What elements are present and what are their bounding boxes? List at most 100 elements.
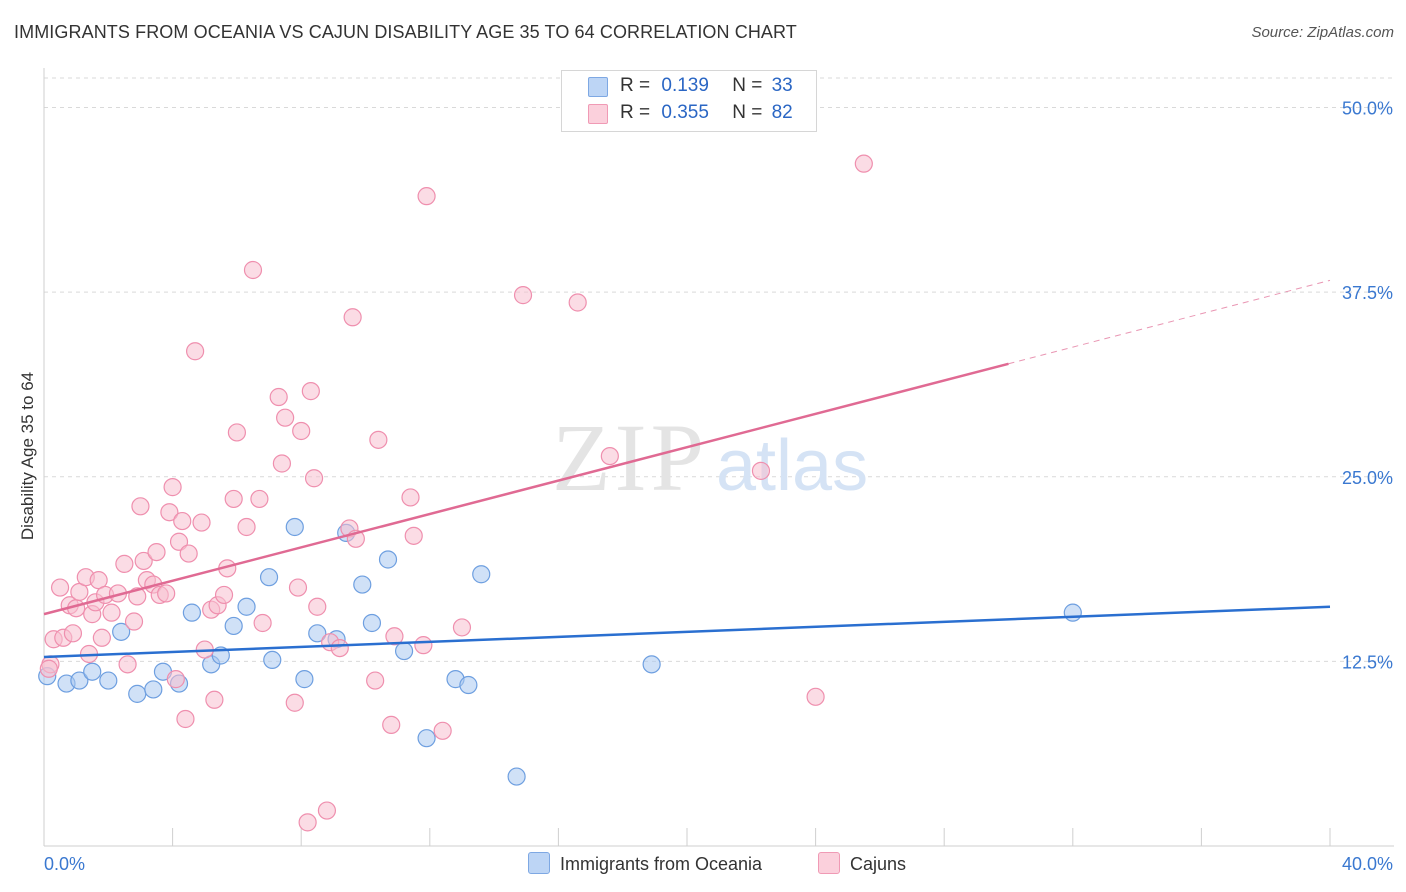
legend-swatch-blue [528, 852, 550, 874]
data-point-oceania [378, 550, 398, 569]
watermark-zip: ZIP [552, 404, 708, 511]
data-point-cajuns [854, 154, 873, 173]
data-point-cajuns [92, 628, 111, 647]
data-point-cajuns [115, 554, 134, 574]
data-point-oceania [182, 603, 201, 622]
data-point-cajuns [568, 293, 587, 312]
data-point-cajuns [131, 497, 150, 516]
data-point-cajuns [160, 503, 179, 522]
legend-stats-cajuns: R = 0.355 N = 82 [620, 102, 793, 124]
data-point-oceania [99, 671, 118, 690]
data-point-oceania [224, 616, 243, 636]
data-point-cajuns [317, 801, 337, 820]
watermark-atlas: atlas [716, 426, 868, 506]
data-point-cajuns [385, 627, 404, 646]
r-value-cajuns: 0.355 [661, 102, 709, 123]
n-label: N = [732, 75, 763, 96]
trend-line-oceania [43, 605, 1331, 659]
data-point-cajuns [269, 387, 288, 407]
source-label: Source: ZipAtlas.com [1251, 24, 1394, 41]
trend-layer [43, 279, 1331, 659]
data-point-cajuns [147, 542, 166, 562]
data-point-cajuns [292, 421, 311, 441]
data-point-cajuns [452, 618, 472, 637]
chart-title: IMMIGRANTS FROM OCEANIA VS CAJUN DISABIL… [14, 22, 797, 42]
data-point-oceania [308, 624, 327, 643]
data-point-cajuns [304, 469, 324, 488]
data-point-cajuns [433, 721, 452, 740]
data-point-cajuns [343, 308, 362, 327]
data-point-cajuns [308, 597, 327, 616]
data-point-cajuns [414, 636, 433, 655]
data-point-cajuns [214, 585, 234, 605]
data-point-oceania [362, 613, 382, 633]
data-point-oceania [353, 575, 372, 594]
data-point-cajuns [513, 286, 533, 305]
r-label: R = [620, 102, 651, 123]
legend-label-oceania: Immigrants from Oceania [560, 854, 763, 874]
data-point-cajuns [176, 709, 195, 729]
data-point-cajuns [50, 578, 70, 597]
grid-layer [44, 77, 1394, 662]
r-value-oceania: 0.139 [661, 75, 709, 96]
tick-label-layer: 12.5% 25.0% 37.5% 50.0% 0.0% 40.0% [44, 99, 1393, 874]
data-point-cajuns [157, 584, 176, 603]
data-point-oceania [394, 641, 414, 661]
watermark: ZIP atlas [552, 404, 868, 511]
data-point-oceania [237, 597, 256, 616]
data-point-oceania [144, 680, 163, 699]
y-tick-label: 37.5% [1342, 283, 1393, 303]
data-point-oceania [70, 671, 89, 690]
data-point-oceania [472, 565, 491, 584]
data-point-cajuns [224, 489, 243, 509]
data-point-oceania [128, 684, 147, 703]
data-point-cajuns [243, 260, 263, 280]
data-point-cajuns [382, 715, 401, 734]
data-point-cajuns [401, 488, 420, 507]
data-point-cajuns [404, 526, 423, 545]
data-point-oceania [459, 675, 478, 695]
data-point-cajuns [63, 624, 83, 643]
data-point-cajuns [102, 603, 121, 622]
data-point-oceania [259, 568, 279, 587]
data-point-oceania [642, 655, 661, 674]
trend-line-cajuns [43, 362, 1009, 616]
y-axis-label: Disability Age 35 to 64 [18, 371, 37, 541]
y-tick-label: 12.5% [1342, 652, 1393, 672]
legend-item-oceania[interactable]: Immigrants from Oceania [528, 852, 762, 875]
n-value-cajuns: 82 [771, 102, 793, 123]
data-point-cajuns [285, 693, 304, 712]
data-point-cajuns [166, 670, 185, 689]
data-point-cajuns [806, 687, 825, 706]
r-label: R = [620, 75, 651, 96]
data-point-cajuns [124, 612, 144, 631]
n-label: N = [732, 102, 763, 123]
data-point-cajuns [253, 613, 272, 633]
x-tick-label-min: 0.0% [44, 854, 85, 874]
legend-item-cajuns[interactable]: Cajuns [818, 852, 906, 875]
data-point-cajuns [250, 489, 269, 509]
y-tick-label: 50.0% [1342, 99, 1393, 119]
data-point-cajuns [369, 430, 388, 449]
data-point-cajuns [298, 813, 317, 832]
data-point-cajuns [118, 655, 137, 674]
data-point-cajuns [192, 513, 211, 532]
data-point-cajuns [366, 671, 385, 690]
data-point-cajuns [134, 551, 153, 571]
points-layer [38, 154, 1082, 832]
data-point-oceania [83, 662, 102, 681]
y-tick-label: 25.0% [1342, 468, 1393, 488]
correlation-legend: R = 0.139 N = 33 R = 0.355 N = 82 [561, 70, 817, 132]
data-point-cajuns [330, 638, 349, 658]
data-point-cajuns [751, 461, 771, 480]
data-point-cajuns [417, 187, 436, 206]
data-point-cajuns [272, 454, 292, 473]
axis-layer [43, 68, 1394, 847]
legend-swatch-pink [588, 104, 608, 124]
legend-swatch-pink [818, 852, 840, 874]
data-point-cajuns [39, 659, 58, 678]
data-point-oceania [295, 670, 314, 689]
data-point-cajuns [301, 382, 320, 401]
data-point-oceania [417, 729, 436, 748]
